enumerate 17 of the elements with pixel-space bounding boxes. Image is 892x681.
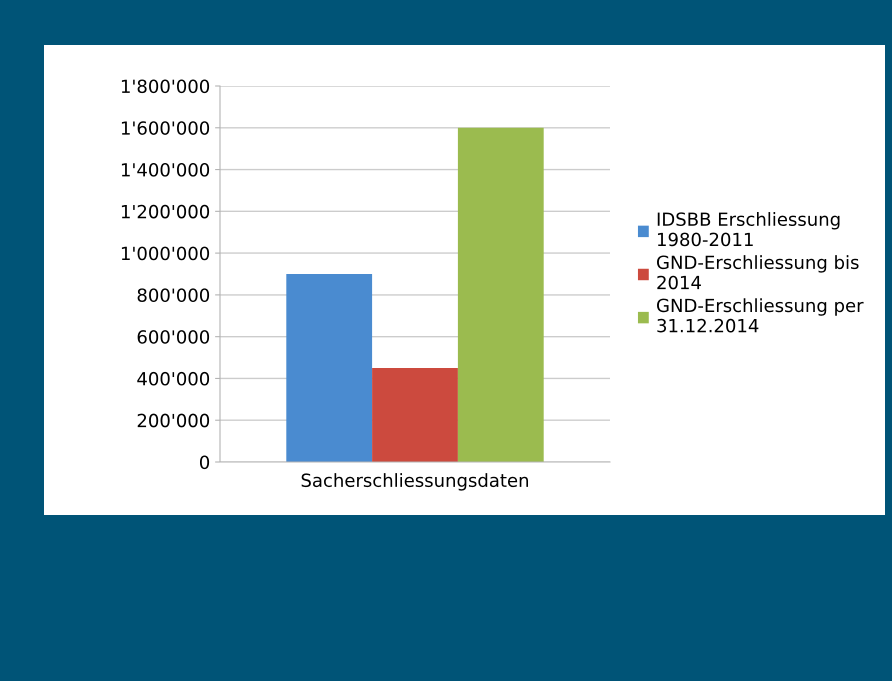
legend-label: GND-Erschliessung bis 2014 (657, 255, 859, 290)
y-tick-label: 200'000 (138, 414, 210, 428)
y-tick-label: 800'000 (138, 288, 210, 302)
y-tick-label: 1'800'000 (122, 79, 210, 94)
y-tick-label: 1'200'000 (122, 204, 210, 218)
y-tick-label: 1'400'000 (122, 163, 210, 177)
bar (286, 274, 372, 462)
bar (458, 128, 544, 462)
legend-label: GND-Erschliessung per 31.12.2014 (657, 298, 864, 332)
y-tick-label: 1'600'000 (122, 121, 210, 135)
y-tick-label: 1'000'000 (122, 246, 210, 260)
legend-label: IDSBB Erschliessung 1980-2011 (658, 212, 840, 246)
y-tick-label: 0 (200, 455, 210, 470)
x-tick-label: Sacherschliessungsdaten (302, 473, 528, 491)
bar (372, 368, 458, 462)
y-tick-label: 600'000 (138, 330, 210, 344)
y-tick-label: 400'000 (137, 372, 210, 386)
